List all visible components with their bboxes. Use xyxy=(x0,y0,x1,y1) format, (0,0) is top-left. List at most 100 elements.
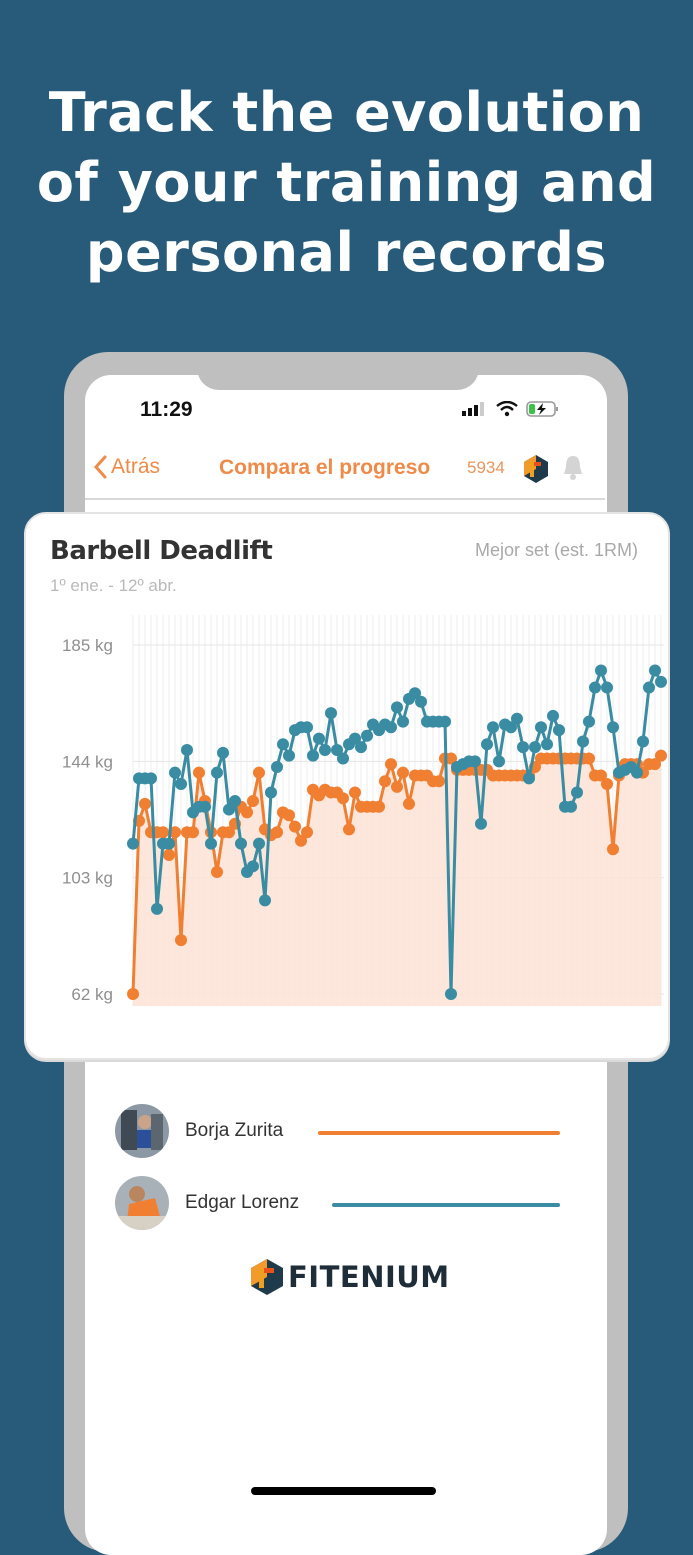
data-point[interactable] xyxy=(283,749,295,762)
data-point[interactable] xyxy=(223,803,235,816)
data-point[interactable] xyxy=(157,826,169,839)
data-point[interactable] xyxy=(391,701,403,714)
fitenium-logo-icon[interactable] xyxy=(523,454,549,484)
data-point[interactable] xyxy=(343,823,355,836)
data-point[interactable] xyxy=(151,902,163,915)
data-point[interactable] xyxy=(301,721,313,734)
data-point[interactable] xyxy=(205,837,217,850)
data-point[interactable] xyxy=(247,795,259,808)
data-point[interactable] xyxy=(301,826,313,839)
data-point[interactable] xyxy=(649,758,661,771)
data-point[interactable] xyxy=(283,809,295,822)
data-point[interactable] xyxy=(397,766,409,779)
data-point[interactable] xyxy=(391,780,403,793)
metric-selector[interactable]: Mejor set (est. 1RM) xyxy=(474,540,638,560)
data-point[interactable] xyxy=(253,766,265,779)
data-point[interactable] xyxy=(583,715,595,728)
data-point[interactable] xyxy=(211,766,223,779)
data-point[interactable] xyxy=(595,769,607,782)
data-point[interactable] xyxy=(649,664,661,677)
data-point[interactable] xyxy=(361,729,373,742)
data-point[interactable] xyxy=(295,834,307,847)
data-point[interactable] xyxy=(445,752,457,765)
data-point[interactable] xyxy=(607,843,619,856)
data-point[interactable] xyxy=(349,732,361,745)
data-point[interactable] xyxy=(181,743,193,756)
data-point[interactable] xyxy=(529,741,541,754)
data-point[interactable] xyxy=(565,800,577,813)
data-point[interactable] xyxy=(337,752,349,765)
data-point[interactable] xyxy=(385,721,397,734)
data-point[interactable] xyxy=(607,721,619,734)
data-point[interactable] xyxy=(487,721,499,734)
data-point[interactable] xyxy=(439,715,451,728)
progress-chart[interactable]: 185 kg 144 kg 103 kg 62 kg xyxy=(26,514,668,1058)
data-point[interactable] xyxy=(403,797,415,810)
data-point[interactable] xyxy=(193,766,205,779)
data-point[interactable] xyxy=(601,778,613,791)
data-point[interactable] xyxy=(337,792,349,805)
data-point[interactable] xyxy=(271,761,283,774)
data-point[interactable] xyxy=(553,724,565,737)
data-point[interactable] xyxy=(271,826,283,839)
data-point[interactable] xyxy=(655,675,667,688)
data-point[interactable] xyxy=(637,735,649,748)
data-point[interactable] xyxy=(241,806,253,819)
data-point[interactable] xyxy=(511,712,523,725)
data-point[interactable] xyxy=(535,721,547,734)
data-point[interactable] xyxy=(409,687,421,700)
data-point[interactable] xyxy=(643,681,655,694)
home-indicator[interactable] xyxy=(251,1487,436,1495)
data-point[interactable] xyxy=(277,738,289,751)
data-point[interactable] xyxy=(175,934,187,947)
data-point[interactable] xyxy=(493,755,505,768)
data-point[interactable] xyxy=(541,738,553,751)
data-point[interactable] xyxy=(349,786,361,799)
data-point[interactable] xyxy=(139,797,151,810)
data-point[interactable] xyxy=(145,772,157,785)
data-point[interactable] xyxy=(187,826,199,839)
data-point[interactable] xyxy=(355,741,367,754)
data-point[interactable] xyxy=(127,988,139,1000)
data-point[interactable] xyxy=(589,681,601,694)
data-point[interactable] xyxy=(517,741,529,754)
data-point[interactable] xyxy=(169,826,181,839)
data-point[interactable] xyxy=(265,786,277,799)
data-point[interactable] xyxy=(127,837,139,850)
data-point[interactable] xyxy=(601,681,613,694)
data-point[interactable] xyxy=(325,707,337,720)
data-point[interactable] xyxy=(379,775,391,788)
data-point[interactable] xyxy=(223,826,235,839)
data-point[interactable] xyxy=(259,894,271,907)
legend-item-edgar[interactable]: Edgar Lorenz xyxy=(113,1176,573,1248)
data-point[interactable] xyxy=(175,778,187,791)
data-point[interactable] xyxy=(469,755,481,768)
data-point[interactable] xyxy=(235,837,247,850)
data-point[interactable] xyxy=(307,749,319,762)
data-point[interactable] xyxy=(331,743,343,756)
data-point[interactable] xyxy=(577,735,589,748)
data-point[interactable] xyxy=(583,752,595,765)
data-point[interactable] xyxy=(655,749,667,762)
data-point[interactable] xyxy=(523,772,535,785)
data-point[interactable] xyxy=(373,800,385,813)
data-point[interactable] xyxy=(595,664,607,677)
data-point[interactable] xyxy=(433,775,445,788)
legend-item-borja[interactable]: Borja Zurita xyxy=(113,1104,573,1176)
data-point[interactable] xyxy=(571,786,583,799)
data-point[interactable] xyxy=(475,817,487,830)
data-point[interactable] xyxy=(163,837,175,850)
data-point[interactable] xyxy=(289,820,301,833)
data-point[interactable] xyxy=(163,848,175,861)
data-point[interactable] xyxy=(199,800,211,813)
data-point[interactable] xyxy=(385,758,397,771)
data-point[interactable] xyxy=(481,738,493,751)
data-point[interactable] xyxy=(247,860,259,873)
data-point[interactable] xyxy=(631,766,643,779)
data-point[interactable] xyxy=(415,695,427,708)
data-point[interactable] xyxy=(319,743,331,756)
data-point[interactable] xyxy=(211,865,223,878)
data-point[interactable] xyxy=(397,715,409,728)
bell-icon[interactable] xyxy=(561,454,585,482)
data-point[interactable] xyxy=(169,766,181,779)
